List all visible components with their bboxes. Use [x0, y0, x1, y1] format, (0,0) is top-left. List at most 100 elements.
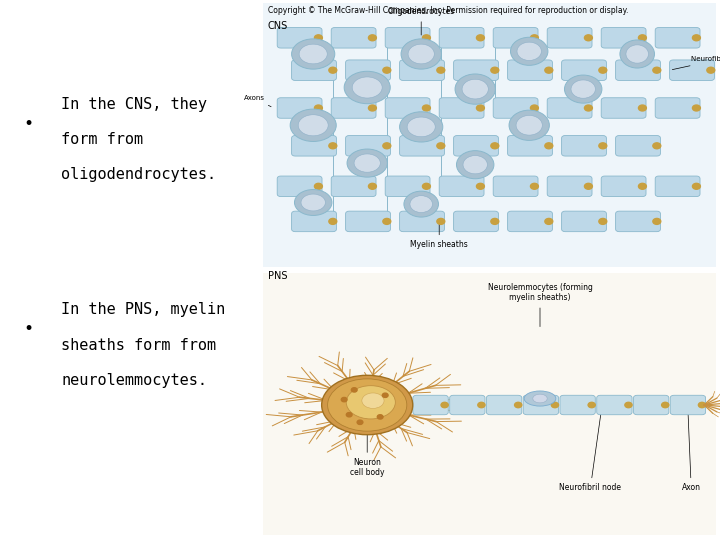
FancyBboxPatch shape [562, 60, 606, 80]
FancyBboxPatch shape [508, 211, 552, 232]
Circle shape [531, 35, 539, 40]
Text: Neurolemmocytes (forming
myelin sheaths): Neurolemmocytes (forming myelin sheaths) [487, 283, 593, 327]
Circle shape [515, 402, 522, 408]
Circle shape [377, 415, 383, 419]
Circle shape [423, 183, 431, 190]
FancyBboxPatch shape [385, 176, 430, 197]
Ellipse shape [408, 44, 434, 64]
FancyBboxPatch shape [454, 211, 498, 232]
Circle shape [315, 35, 323, 40]
Ellipse shape [455, 74, 495, 104]
Text: oligodendrocytes.: oligodendrocytes. [61, 167, 216, 183]
Circle shape [491, 218, 499, 225]
Text: Neurofibril node: Neurofibril node [672, 56, 720, 70]
Ellipse shape [564, 75, 602, 103]
Ellipse shape [516, 116, 542, 135]
Circle shape [599, 143, 607, 149]
FancyBboxPatch shape [439, 98, 484, 118]
FancyBboxPatch shape [493, 98, 538, 118]
Ellipse shape [347, 149, 387, 177]
FancyBboxPatch shape [508, 136, 552, 156]
Text: Axon: Axon [682, 405, 701, 492]
FancyBboxPatch shape [616, 136, 660, 156]
Circle shape [531, 105, 539, 111]
Ellipse shape [509, 110, 549, 140]
Circle shape [383, 143, 391, 149]
FancyBboxPatch shape [346, 136, 390, 156]
Ellipse shape [401, 39, 441, 69]
Ellipse shape [346, 386, 395, 419]
Circle shape [552, 402, 559, 408]
Circle shape [423, 105, 431, 111]
Text: In the CNS, they: In the CNS, they [61, 97, 207, 112]
FancyBboxPatch shape [634, 395, 669, 415]
Circle shape [639, 35, 647, 40]
Circle shape [531, 183, 539, 190]
FancyBboxPatch shape [655, 98, 700, 118]
FancyBboxPatch shape [292, 136, 336, 156]
FancyBboxPatch shape [655, 28, 700, 48]
FancyBboxPatch shape [454, 136, 498, 156]
Text: Neurofibril node: Neurofibril node [559, 409, 621, 492]
Circle shape [545, 218, 553, 225]
Ellipse shape [620, 40, 654, 68]
Circle shape [491, 67, 499, 73]
Ellipse shape [322, 375, 413, 435]
Circle shape [588, 402, 595, 408]
Circle shape [369, 35, 377, 40]
Text: neurolemmocytes.: neurolemmocytes. [61, 373, 207, 388]
Circle shape [423, 35, 431, 40]
Circle shape [693, 35, 701, 40]
FancyBboxPatch shape [547, 176, 592, 197]
Circle shape [382, 393, 388, 397]
FancyBboxPatch shape [560, 395, 595, 415]
FancyBboxPatch shape [346, 211, 390, 232]
Circle shape [437, 218, 445, 225]
Text: Myelin sheaths: Myelin sheaths [410, 224, 468, 249]
Text: Neuron
cell body: Neuron cell body [350, 418, 384, 477]
Ellipse shape [410, 195, 433, 213]
Ellipse shape [328, 379, 407, 431]
Ellipse shape [294, 190, 332, 215]
Ellipse shape [354, 154, 380, 172]
FancyBboxPatch shape [292, 60, 336, 80]
Ellipse shape [510, 37, 548, 65]
Circle shape [351, 388, 357, 392]
Text: •: • [24, 115, 34, 133]
Text: •: • [24, 320, 34, 338]
Circle shape [693, 183, 701, 190]
FancyBboxPatch shape [562, 211, 606, 232]
Circle shape [346, 413, 352, 417]
FancyBboxPatch shape [346, 60, 390, 80]
Circle shape [369, 105, 377, 111]
FancyBboxPatch shape [523, 395, 559, 415]
Ellipse shape [404, 191, 438, 217]
FancyBboxPatch shape [601, 98, 646, 118]
Circle shape [653, 143, 661, 149]
Circle shape [341, 397, 347, 402]
Circle shape [545, 67, 553, 73]
Circle shape [653, 218, 661, 225]
FancyBboxPatch shape [277, 176, 322, 197]
Ellipse shape [298, 115, 328, 136]
FancyBboxPatch shape [331, 28, 376, 48]
Circle shape [662, 402, 669, 408]
Circle shape [545, 143, 553, 149]
Text: Oligodendrocytes: Oligodendrocytes [387, 7, 455, 35]
Ellipse shape [626, 45, 649, 63]
Ellipse shape [463, 156, 487, 174]
Ellipse shape [462, 79, 488, 99]
Ellipse shape [301, 194, 325, 211]
Ellipse shape [517, 42, 541, 60]
Ellipse shape [352, 77, 382, 98]
Circle shape [491, 143, 499, 149]
Circle shape [477, 183, 485, 190]
Circle shape [383, 67, 391, 73]
FancyBboxPatch shape [450, 395, 485, 415]
FancyBboxPatch shape [547, 98, 592, 118]
Circle shape [329, 218, 337, 225]
Ellipse shape [524, 391, 556, 406]
Text: Axons: Axons [244, 95, 271, 107]
FancyBboxPatch shape [597, 395, 632, 415]
Circle shape [599, 67, 607, 73]
